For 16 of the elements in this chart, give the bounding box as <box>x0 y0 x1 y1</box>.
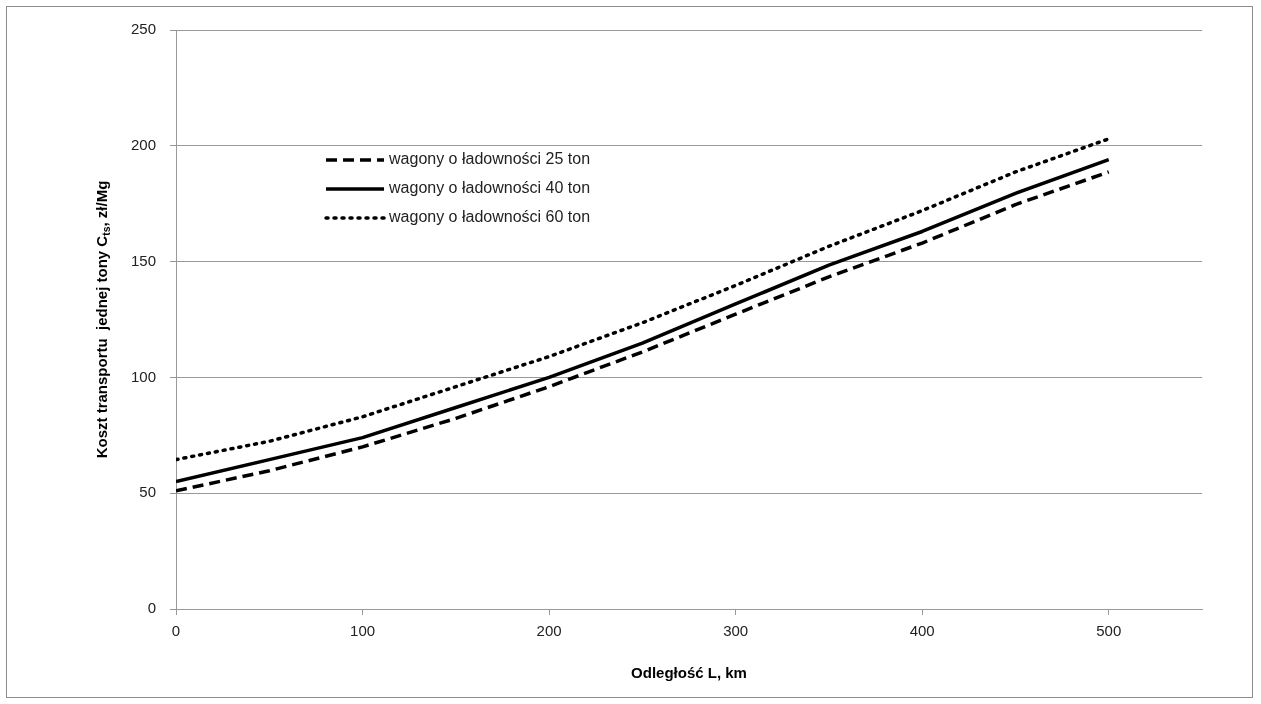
y-tick-label: 50 <box>139 483 157 501</box>
y-tick-label: 250 <box>131 20 157 38</box>
x-tick-label: 0 <box>171 622 181 640</box>
y-tick-label: 0 <box>147 599 157 617</box>
x-tick-label: 500 <box>1096 622 1122 640</box>
x-tick-label: 100 <box>350 622 376 640</box>
y-tick-label: 100 <box>131 367 157 385</box>
x-tick-label: 200 <box>536 622 562 640</box>
x-tick-label: 400 <box>909 622 935 640</box>
legend-label: wagony o ładowności 25 ton <box>388 150 591 168</box>
y-tick-label: 150 <box>131 251 157 269</box>
legend-label: wagony o ładowności 40 ton <box>388 179 591 197</box>
x-axis-title: Odległość L, km <box>631 664 747 682</box>
legend-label: wagony o ładowności 60 ton <box>388 208 591 226</box>
y-tick-label: 200 <box>131 135 157 153</box>
x-tick-label: 300 <box>723 622 749 640</box>
